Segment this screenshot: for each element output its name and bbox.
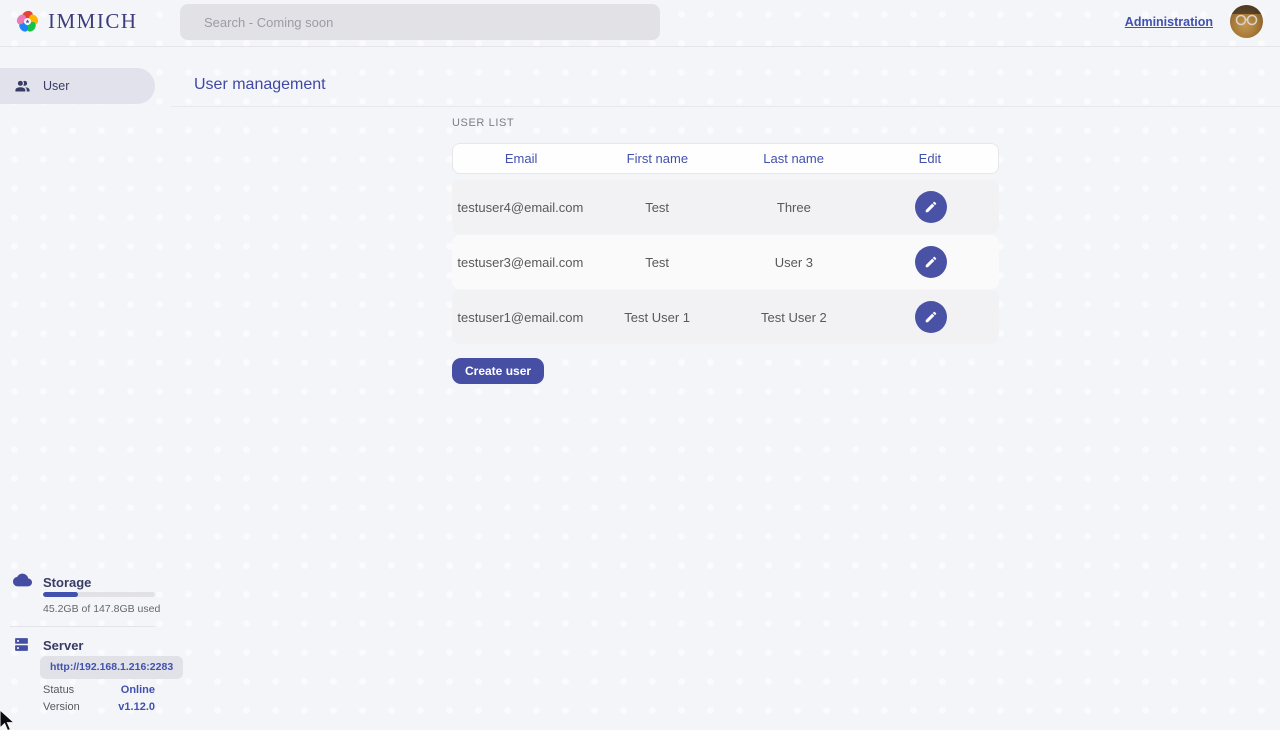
people-icon [14,78,31,95]
cell-last-name: User 3 [774,254,814,270]
cell-email: testuser4@email.com [457,199,584,215]
user-table: Email First name Last name Edit testuser… [452,143,999,344]
table-row: testuser3@email.com Test User 3 [452,235,999,289]
immich-flower-icon [16,10,39,32]
pencil-icon [925,311,936,323]
mouse-cursor-icon [0,709,16,730]
user-list-label: USER LIST [452,117,515,129]
cell-first-name: Test [645,199,670,215]
sidebar-item-label: User [43,79,70,93]
user-avatar[interactable] [1230,5,1263,38]
sidebar-item-user[interactable]: User [0,68,155,104]
pencil-icon [925,201,936,213]
dns-icon [13,636,30,658]
immich-logo[interactable]: IMMICH [14,8,138,35]
edit-user-button[interactable] [914,246,947,278]
cell-first-name: Test User 1 [624,309,690,325]
search-input[interactable] [180,4,660,40]
table-row: testuser4@email.com Test Three [452,180,999,234]
administration-link[interactable]: Administration [1124,15,1213,29]
column-header-last-name: Last name [763,151,824,166]
cell-first-name: Test [645,254,670,270]
search-bar [180,4,660,40]
server-status-row: Status Online [43,684,155,696]
column-header-edit: Edit [918,151,942,166]
column-header-first-name: First name [626,151,689,166]
title-divider [171,106,1280,107]
storage-label: Storage [43,575,92,590]
status-label: Status [43,684,75,696]
status-value: Online [120,684,155,696]
edit-user-button[interactable] [914,301,947,333]
create-user-button[interactable]: Create user [452,358,545,384]
version-label: Version [43,701,80,713]
table-row: testuser1@email.com Test User 1 Test Use… [452,290,999,344]
edit-user-button[interactable] [914,191,947,223]
cell-last-name: Three [776,199,811,215]
page-title: User management [194,76,326,93]
cloud-icon [13,573,32,592]
server-label: Server [43,638,84,653]
storage-progress-bar [43,592,155,597]
server-version-row: Version v1.12.0 [43,701,155,713]
pencil-icon [925,256,936,268]
server-url-badge: http://192.168.1.216:2283 [40,656,184,679]
cell-last-name: Test User 2 [761,309,827,325]
column-header-email: Email [504,151,538,166]
cell-email: testuser1@email.com [457,309,584,325]
table-header-row: Email First name Last name Edit [452,143,999,174]
glasses-icon [1235,14,1258,26]
app-title: IMMICH [48,9,138,33]
widget-divider [10,626,155,627]
version-value: v1.12.0 [118,701,155,713]
storage-usage-text: 45.2GB of 147.8GB used [43,603,161,615]
storage-progress-fill [43,592,78,597]
top-bar: IMMICH Administration [0,0,1280,47]
cell-email: testuser3@email.com [457,254,584,270]
